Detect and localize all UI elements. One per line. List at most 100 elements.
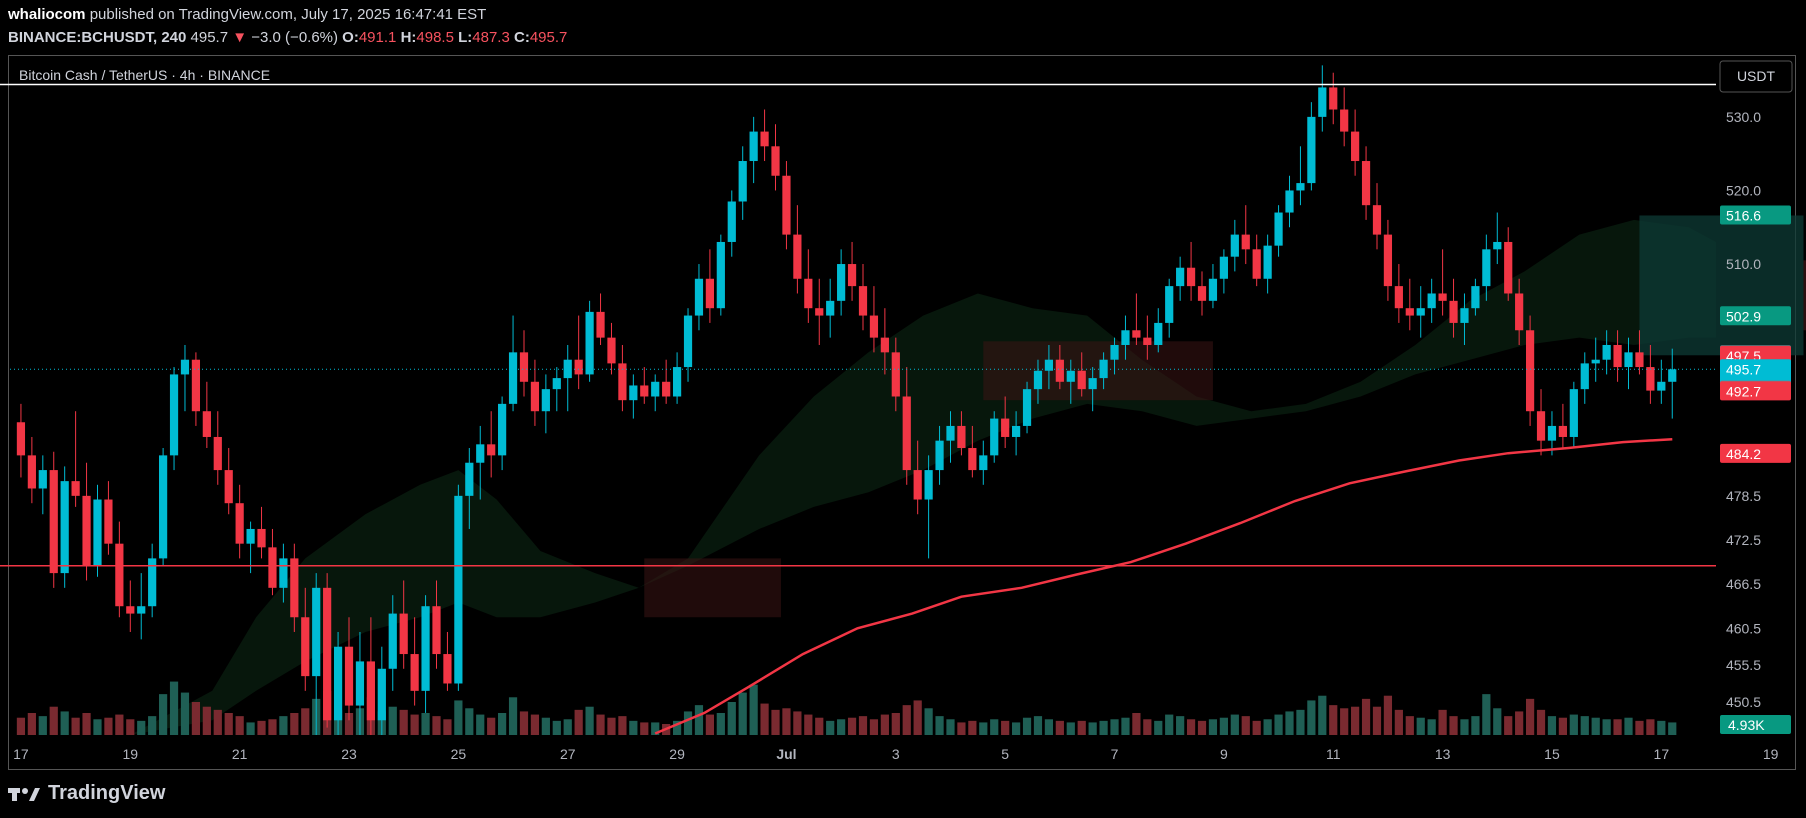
publish-line: whaliocom published on TradingView.com, … [8, 6, 486, 23]
volume-bar [913, 700, 922, 735]
x-tick-label: 27 [560, 746, 576, 762]
volume-bar [1536, 709, 1546, 735]
symbol-line: BINANCE:BCHUSDT, 240 495.7 ▼ −3.0 (−0.6%… [8, 29, 567, 46]
volume-bar [1219, 717, 1228, 735]
close-value: 495.7 [529, 29, 568, 46]
x-tick-label: Jul [776, 746, 796, 762]
volume-bar [771, 709, 780, 735]
volume-bar [432, 716, 441, 735]
x-tick-label: 11 [1326, 746, 1341, 762]
y-tick-label: 478.5 [1726, 488, 1761, 504]
target-zone [1639, 215, 1804, 356]
candle-body [640, 385, 649, 397]
volume-bar [1132, 713, 1141, 735]
volume-bar [760, 703, 769, 735]
tradingview-logo-text: TradingView [48, 782, 166, 804]
candle-body [169, 374, 179, 456]
volume-bar [71, 717, 80, 735]
volume-bar [115, 714, 124, 735]
volume-bar [508, 697, 518, 735]
price-label-badge [1720, 381, 1791, 401]
volume-bar [705, 714, 714, 735]
candle-body [432, 606, 441, 655]
volume-bar [640, 722, 649, 735]
volume-bar [552, 720, 561, 735]
candle-body [1055, 359, 1064, 382]
candle-body [683, 315, 693, 368]
volume-bar [1154, 720, 1163, 735]
y-tick-label: 520.0 [1726, 182, 1761, 198]
volume-bar [257, 720, 266, 735]
tradingview-logo[interactable]: TradingView [8, 782, 165, 805]
tradingview-logo-icon [8, 787, 40, 801]
x-tick-label: 19 [1763, 746, 1779, 762]
axes: 530.0 520.0 510.0 478.5 472.5 466.5 460.5 455.5… [13, 109, 1791, 762]
volume-bar [1143, 719, 1152, 735]
candle-body [519, 352, 529, 382]
candle-body [946, 425, 955, 441]
candle-body [694, 278, 704, 316]
candle-body [202, 411, 211, 437]
volume-bar [869, 719, 879, 735]
candle-body [1121, 330, 1130, 345]
volume-bar [1241, 716, 1250, 735]
volume-bar [1372, 706, 1382, 735]
candle-body [1044, 359, 1054, 371]
candle-body [1569, 389, 1578, 437]
candle-body [1482, 249, 1491, 287]
volume-bar [979, 722, 988, 735]
candle-body [793, 234, 802, 279]
volume-bar [290, 713, 299, 735]
volume-bar [1329, 705, 1338, 735]
x-tick-label: 23 [341, 746, 357, 762]
candle-body [1033, 370, 1043, 390]
candle-body [257, 528, 266, 548]
candle-body [1624, 352, 1633, 368]
volume-bar [618, 716, 627, 735]
candle-body [191, 359, 201, 412]
volume-bar [1252, 720, 1261, 735]
volume-bar [1624, 717, 1633, 735]
y-tick-label: 450.5 [1726, 694, 1761, 710]
volume-bar [1558, 717, 1567, 735]
volume-bar [1088, 722, 1097, 735]
candle-body [935, 440, 944, 471]
volume-bar [213, 709, 222, 735]
currency-button[interactable]: USDT [1719, 60, 1793, 93]
candle-body [727, 201, 736, 242]
publisher-name[interactable]: whaliocom [8, 6, 86, 23]
candle-body [465, 462, 474, 496]
volume-bars [16, 681, 1677, 735]
ichimoku-cloud [130, 219, 1716, 735]
candle-body [1274, 212, 1283, 246]
candle-body [246, 528, 255, 544]
volume-bar [782, 708, 791, 735]
volume-bar [1318, 695, 1327, 735]
volume-bar [1296, 709, 1305, 735]
moving-average-line [654, 437, 1673, 735]
close-label: C: [514, 29, 530, 46]
candles [16, 65, 1677, 735]
y-tick-label: 510.0 [1726, 256, 1761, 272]
candle-body [1438, 293, 1447, 301]
volume-bar [1569, 714, 1578, 735]
volume-bar [1001, 720, 1010, 735]
volume-bar [793, 711, 802, 735]
candle-body [1012, 425, 1021, 437]
volume-bar [563, 719, 572, 735]
candle-body [1099, 359, 1108, 379]
volume-bar [880, 714, 889, 735]
volume-bar [1077, 720, 1086, 735]
volume-bar [1657, 720, 1666, 735]
volume-bar [858, 716, 868, 735]
open-value: 491.1 [358, 29, 397, 46]
candle-body [115, 543, 124, 607]
candle-body [924, 470, 933, 500]
candle-body [1077, 370, 1086, 390]
volume-bar [16, 717, 26, 735]
volume-bar [1427, 719, 1436, 735]
candle-body [38, 470, 47, 489]
candle-body [1230, 234, 1239, 257]
x-tick-label: 13 [1435, 746, 1451, 762]
